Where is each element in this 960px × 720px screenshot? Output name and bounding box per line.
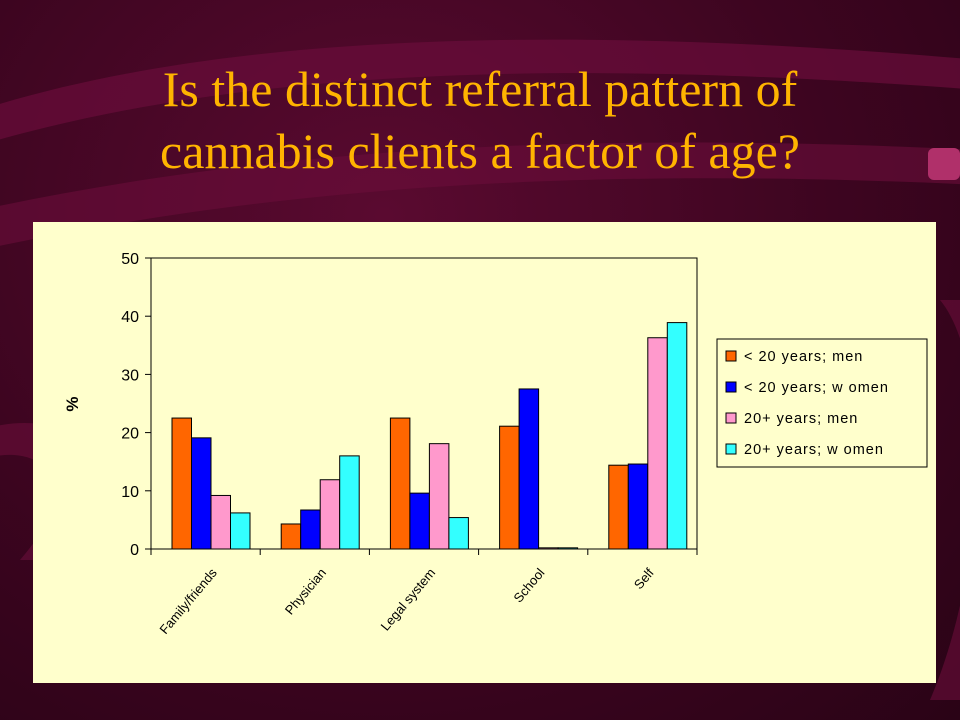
legend-label: 20+ years; men: [744, 411, 858, 427]
bar: [518, 388, 540, 550]
legend-swatch: [725, 350, 737, 362]
bar: [499, 425, 520, 550]
legend-label: < 20 years; w omen: [744, 380, 889, 396]
bar: [409, 492, 430, 550]
legend-swatch: [725, 412, 737, 424]
bar: [319, 479, 341, 550]
bars: [171, 322, 688, 550]
y-axis-title: %: [63, 396, 82, 411]
bar: [389, 417, 411, 550]
legend-label: < 20 years; men: [744, 349, 863, 365]
chart-panel: 0 10 20 30 40 50 Family/friends Physician Legal…: [33, 222, 936, 683]
bar: [666, 322, 688, 550]
plot-frame: [150, 257, 698, 550]
bar: [280, 523, 302, 550]
legend-label: 20+ years; w omen: [744, 442, 884, 458]
y-tick-label: 40: [121, 309, 139, 326]
y-tick-label: 20: [121, 426, 139, 443]
y-tick-label: 0: [130, 542, 139, 559]
x-tick-label: School: [510, 565, 547, 605]
slide-title: Is the distinct referral pattern of cann…: [0, 58, 960, 182]
legend-swatch: [725, 443, 737, 455]
x-tick-label: Self: [631, 565, 657, 592]
slide-title-line-1: Is the distinct referral pattern of: [162, 61, 798, 117]
legend: < 20 years; men < 20 years; w omen 20+ yea…: [716, 338, 928, 468]
slide-title-line-2: cannabis clients a factor of age?: [160, 123, 800, 179]
decorative-square: [928, 148, 960, 180]
x-axis: Family/friends Physician Legal system Schoo…: [150, 257, 698, 637]
y-tick-label: 10: [121, 484, 139, 501]
x-tick-label: Legal system: [378, 565, 439, 633]
bar: [171, 417, 192, 550]
bar: [647, 337, 668, 550]
bar: [210, 494, 231, 550]
bar: [191, 437, 212, 550]
legend-swatch: [725, 381, 737, 393]
bar: [230, 512, 251, 550]
bar: [608, 464, 629, 550]
legend-box: [716, 338, 928, 468]
bar: [428, 443, 450, 550]
x-tick-label: Physician: [282, 565, 329, 617]
bar: [448, 517, 469, 550]
y-tick-label: 50: [121, 251, 139, 268]
bar: [300, 509, 321, 550]
y-axis-ticks: 0 10 20 30 40 50: [121, 251, 151, 559]
bar-chart: 0 10 20 30 40 50 Family/friends Physician Legal…: [63, 251, 928, 637]
bar: [339, 455, 360, 550]
bar: [627, 463, 649, 550]
x-tick-label: Family/friends: [156, 565, 220, 637]
y-tick-label: 30: [121, 367, 139, 384]
